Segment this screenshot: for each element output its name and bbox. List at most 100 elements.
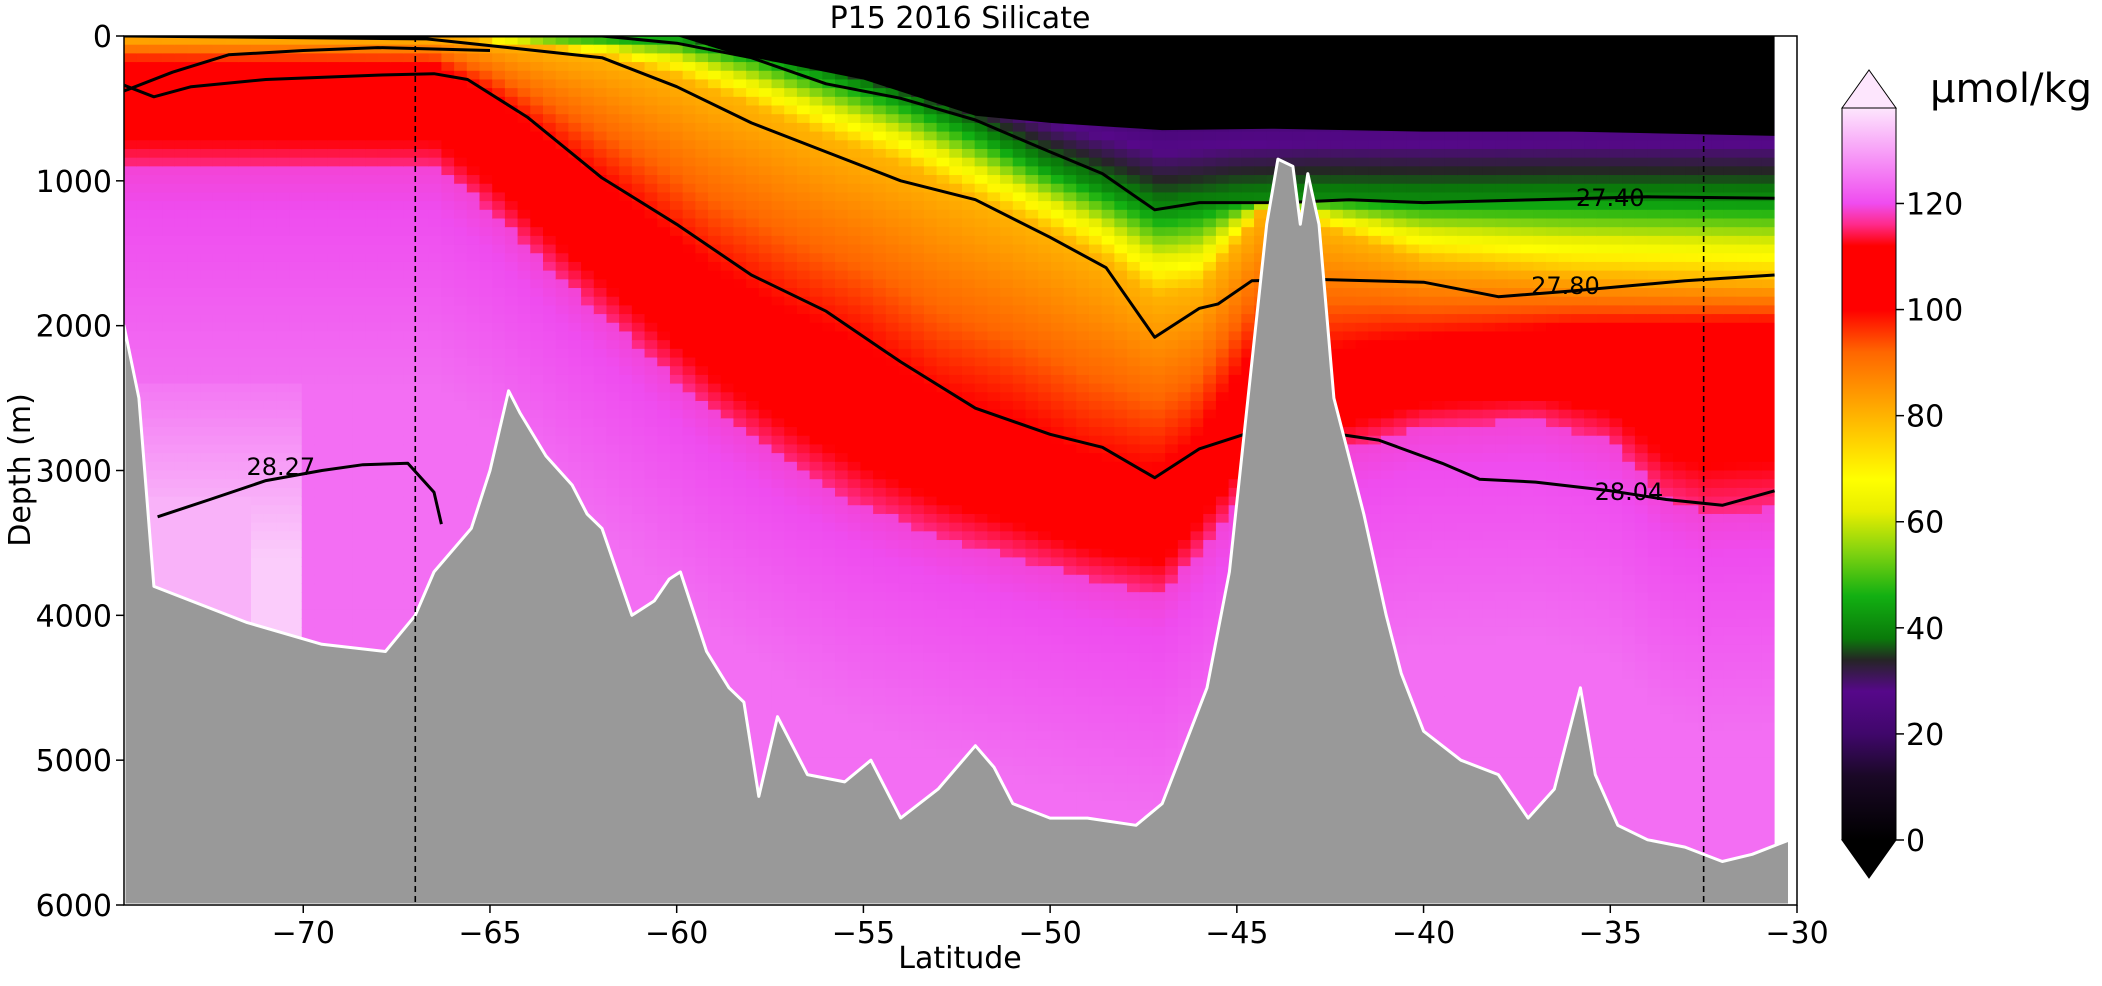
field-cell [631, 331, 646, 341]
field-cell [555, 148, 569, 159]
field-cell [708, 557, 722, 567]
field-cell [365, 261, 379, 272]
field-cell [746, 374, 760, 385]
field-cell [428, 244, 443, 254]
field-cell [479, 444, 493, 454]
field-cell [746, 557, 760, 567]
field-cell [669, 122, 684, 133]
field-cell [644, 122, 658, 133]
field-cell [403, 244, 417, 254]
field-cell [619, 487, 633, 498]
field-cell [276, 105, 290, 115]
field-cell [428, 322, 443, 333]
field-cell [416, 418, 430, 428]
field-cell [492, 279, 506, 289]
field-cell [314, 626, 328, 637]
field-cell [416, 157, 430, 167]
field-cell [377, 270, 392, 280]
field-cell [377, 600, 392, 611]
field-cell [606, 505, 620, 515]
field-cell [606, 331, 620, 341]
field-cell [504, 209, 519, 220]
field-cell [377, 470, 392, 480]
field-cell [365, 279, 379, 289]
field-cell [441, 540, 455, 550]
field-cell [200, 148, 214, 159]
field-cell [517, 296, 531, 306]
field-cell [441, 192, 455, 202]
field-cell [124, 235, 138, 246]
field-cell [416, 400, 430, 411]
field-cell [352, 261, 366, 272]
field-cell [301, 218, 316, 228]
field-cell [314, 114, 328, 124]
field-cell [377, 201, 392, 211]
field-cell [466, 409, 481, 419]
field-cell [428, 253, 443, 263]
field-cell [276, 331, 290, 341]
field-cell [746, 253, 760, 263]
field-cell [606, 279, 620, 289]
field-cell [162, 166, 176, 176]
field-cell [581, 383, 595, 393]
field-cell [200, 505, 214, 515]
field-cell [581, 114, 595, 124]
field-cell [644, 522, 658, 532]
field-cell [695, 114, 709, 124]
field-cell [441, 427, 455, 437]
field-cell [276, 522, 290, 532]
field-cell [746, 713, 760, 724]
field-cell [136, 392, 150, 402]
field-cell [720, 340, 735, 350]
field-cell [492, 44, 506, 54]
field-cell [695, 322, 709, 333]
field-cell [454, 314, 468, 324]
field-cell [200, 400, 214, 411]
field-cell [149, 288, 163, 298]
field-cell [212, 505, 227, 515]
field-cell [124, 183, 138, 194]
field-cell [263, 487, 277, 498]
field-cell [682, 296, 696, 306]
field-cell [466, 418, 481, 428]
field-cell [390, 244, 404, 254]
field-cell [225, 235, 239, 246]
field-cell [238, 548, 252, 558]
field-cell [746, 357, 760, 367]
field-cell [454, 157, 468, 167]
field-cell [416, 62, 430, 72]
field-cell [695, 183, 709, 194]
field-cell [225, 175, 239, 185]
field-cell [631, 131, 646, 141]
field-cell [466, 392, 481, 402]
field-cell [504, 157, 519, 167]
field-cell [390, 96, 404, 107]
field-cell [492, 270, 506, 280]
field-cell [568, 96, 582, 107]
field-cell [568, 122, 582, 133]
field-cell [530, 183, 544, 194]
field-cell [403, 531, 417, 541]
field-cell [568, 114, 582, 124]
field-cell [339, 574, 354, 585]
field-cell [619, 435, 633, 446]
field-cell [606, 79, 620, 89]
field-cell [162, 383, 176, 393]
field-cell [530, 366, 544, 376]
field-cell [377, 461, 392, 472]
field-cell [479, 461, 493, 472]
field-cell [720, 218, 735, 228]
field-cell [339, 122, 354, 133]
field-cell [708, 88, 722, 98]
field-cell [276, 44, 290, 54]
field-cell [377, 487, 392, 498]
field-cell [746, 418, 760, 428]
field-cell [479, 279, 493, 289]
field-cell [339, 36, 354, 46]
field-cell [555, 409, 569, 419]
field-cell [581, 427, 595, 437]
field-cell [149, 540, 163, 550]
field-cell [289, 479, 303, 489]
field-cell [390, 626, 404, 637]
field-cell [263, 36, 277, 46]
